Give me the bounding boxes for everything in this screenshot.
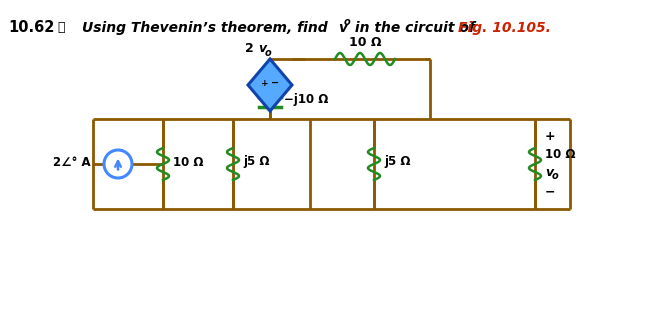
Text: v: v xyxy=(545,165,553,178)
Text: +: + xyxy=(261,79,269,87)
Text: o: o xyxy=(552,171,558,181)
Text: Fig. 10.105.: Fig. 10.105. xyxy=(458,21,551,35)
Text: −: − xyxy=(545,186,556,198)
Text: in the circuit of: in the circuit of xyxy=(350,21,480,35)
Text: v: v xyxy=(258,42,266,55)
Text: 💻: 💻 xyxy=(57,21,65,34)
Text: o: o xyxy=(265,48,272,58)
Text: 10 Ω: 10 Ω xyxy=(173,155,204,168)
Text: 10 Ω: 10 Ω xyxy=(349,36,381,49)
Text: −j10 Ω: −j10 Ω xyxy=(284,94,329,106)
Text: +: + xyxy=(545,129,556,143)
Text: 2∠° A: 2∠° A xyxy=(53,155,91,168)
Text: 10 Ω: 10 Ω xyxy=(545,148,576,160)
Circle shape xyxy=(104,150,132,178)
Text: 2: 2 xyxy=(245,42,254,55)
Text: v: v xyxy=(338,21,347,35)
Text: o: o xyxy=(344,17,351,27)
Text: j5 Ω: j5 Ω xyxy=(384,155,411,168)
Text: Using Thevenin’s theorem, find: Using Thevenin’s theorem, find xyxy=(82,21,333,35)
Text: j5 Ω: j5 Ω xyxy=(243,155,269,168)
Polygon shape xyxy=(248,59,292,111)
Text: −: − xyxy=(271,78,279,88)
Text: 10.62: 10.62 xyxy=(8,20,54,35)
